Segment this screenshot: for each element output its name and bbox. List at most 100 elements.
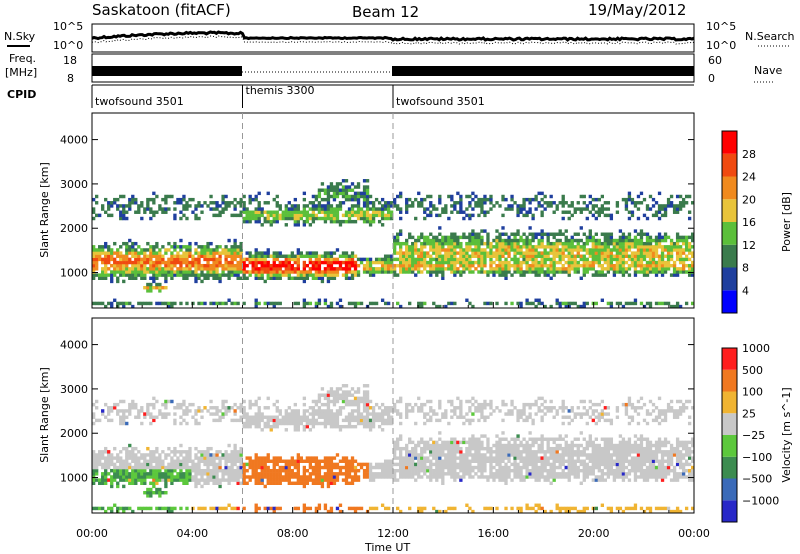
velocity-cell [444, 443, 448, 448]
power-cell [675, 254, 680, 258]
power-cell [618, 238, 623, 243]
velocity-cell [338, 412, 343, 416]
power-cell [191, 210, 195, 214]
velocity-cell [227, 472, 231, 476]
velocity-cell [396, 462, 400, 467]
power-cell [332, 216, 337, 221]
power-cell [212, 267, 216, 271]
power-cell [209, 257, 213, 262]
power-cell [411, 263, 415, 268]
power-cell [221, 201, 225, 205]
power-cell [567, 304, 571, 309]
power-cell [152, 248, 156, 252]
power-cell [170, 257, 174, 262]
velocity-cell [459, 456, 463, 460]
power-cell [311, 213, 316, 218]
velocity-cell [257, 418, 261, 423]
velocity-cell [444, 415, 448, 419]
power-cell [305, 270, 310, 274]
power-cell [272, 276, 276, 280]
velocity-cell [350, 402, 355, 407]
velocity-cell [405, 472, 409, 476]
velocity-cell [405, 402, 409, 407]
velocity-cell [134, 402, 138, 407]
velocity-cell [314, 475, 319, 479]
power-cell [176, 197, 180, 202]
velocity-cell [164, 506, 168, 511]
velocity-cell [489, 446, 493, 451]
power-cell [170, 301, 174, 306]
velocity-cell [341, 396, 346, 401]
power-cell [368, 201, 373, 205]
power-cell [191, 273, 195, 277]
power-cell [206, 273, 210, 277]
power-cell [504, 197, 508, 202]
power-cell [417, 263, 421, 268]
velocity-cell [399, 475, 403, 479]
power-cell [116, 260, 120, 265]
power-cell [287, 257, 291, 262]
velocity-cell [254, 472, 258, 476]
velocity-cell [284, 468, 288, 473]
power-cell [567, 238, 571, 243]
velocity-cell [257, 481, 261, 485]
power-cell [197, 273, 201, 277]
velocity-cell [176, 402, 180, 407]
power-cell [107, 201, 111, 205]
velocity-cell [468, 406, 472, 410]
velocity-cell [272, 509, 276, 514]
power-cell [104, 210, 108, 214]
velocity-cell [188, 478, 192, 482]
power-cell [236, 254, 240, 258]
velocity-cell [308, 506, 313, 511]
power-cell [684, 201, 689, 205]
power-cell [447, 248, 451, 252]
power-cell [477, 197, 481, 202]
velocity-cell [236, 450, 240, 454]
power-cell [531, 232, 535, 236]
velocity-cell [158, 478, 162, 482]
power-cell [624, 235, 629, 240]
power-cell [570, 204, 574, 208]
velocity-cell [146, 446, 150, 451]
velocity-cell [140, 462, 144, 467]
power-cell [513, 260, 517, 265]
velocity-cell [122, 459, 126, 463]
power-cell [525, 213, 529, 218]
power-cell [579, 257, 583, 262]
velocity-cell [513, 472, 517, 476]
power-cell [573, 210, 577, 214]
date-title: 19/May/2012 [588, 1, 686, 19]
velocity-cell [471, 396, 475, 401]
power-cell [269, 223, 273, 227]
power-cell [302, 197, 307, 202]
velocity-cell [170, 456, 174, 460]
power-cell [432, 207, 436, 211]
power-cell [110, 254, 114, 258]
velocity-cell [137, 468, 141, 473]
velocity-cell [522, 475, 526, 479]
power-cell [344, 273, 349, 277]
velocity-cell [453, 406, 457, 410]
velocity-cell [101, 456, 105, 460]
power-cell [161, 270, 165, 274]
power-cell [173, 273, 177, 277]
power-cell [684, 263, 689, 268]
power-cell [167, 273, 171, 277]
power-cell [290, 251, 294, 255]
power-cell [383, 263, 388, 268]
power-cell [293, 213, 297, 218]
velocity-cell [239, 456, 243, 460]
power-cell [194, 267, 198, 271]
velocity-cell [423, 446, 427, 451]
velocity-cell [317, 481, 322, 485]
velocity-cell [197, 462, 201, 467]
power-cell [353, 197, 358, 202]
power-cell [669, 245, 674, 249]
velocity-cell [254, 506, 258, 511]
power-cell [281, 210, 285, 214]
power-cell [525, 241, 529, 246]
nave-tick-top: 60 [708, 54, 722, 67]
velocity-cell [176, 456, 180, 460]
velocity-cell [215, 465, 219, 470]
